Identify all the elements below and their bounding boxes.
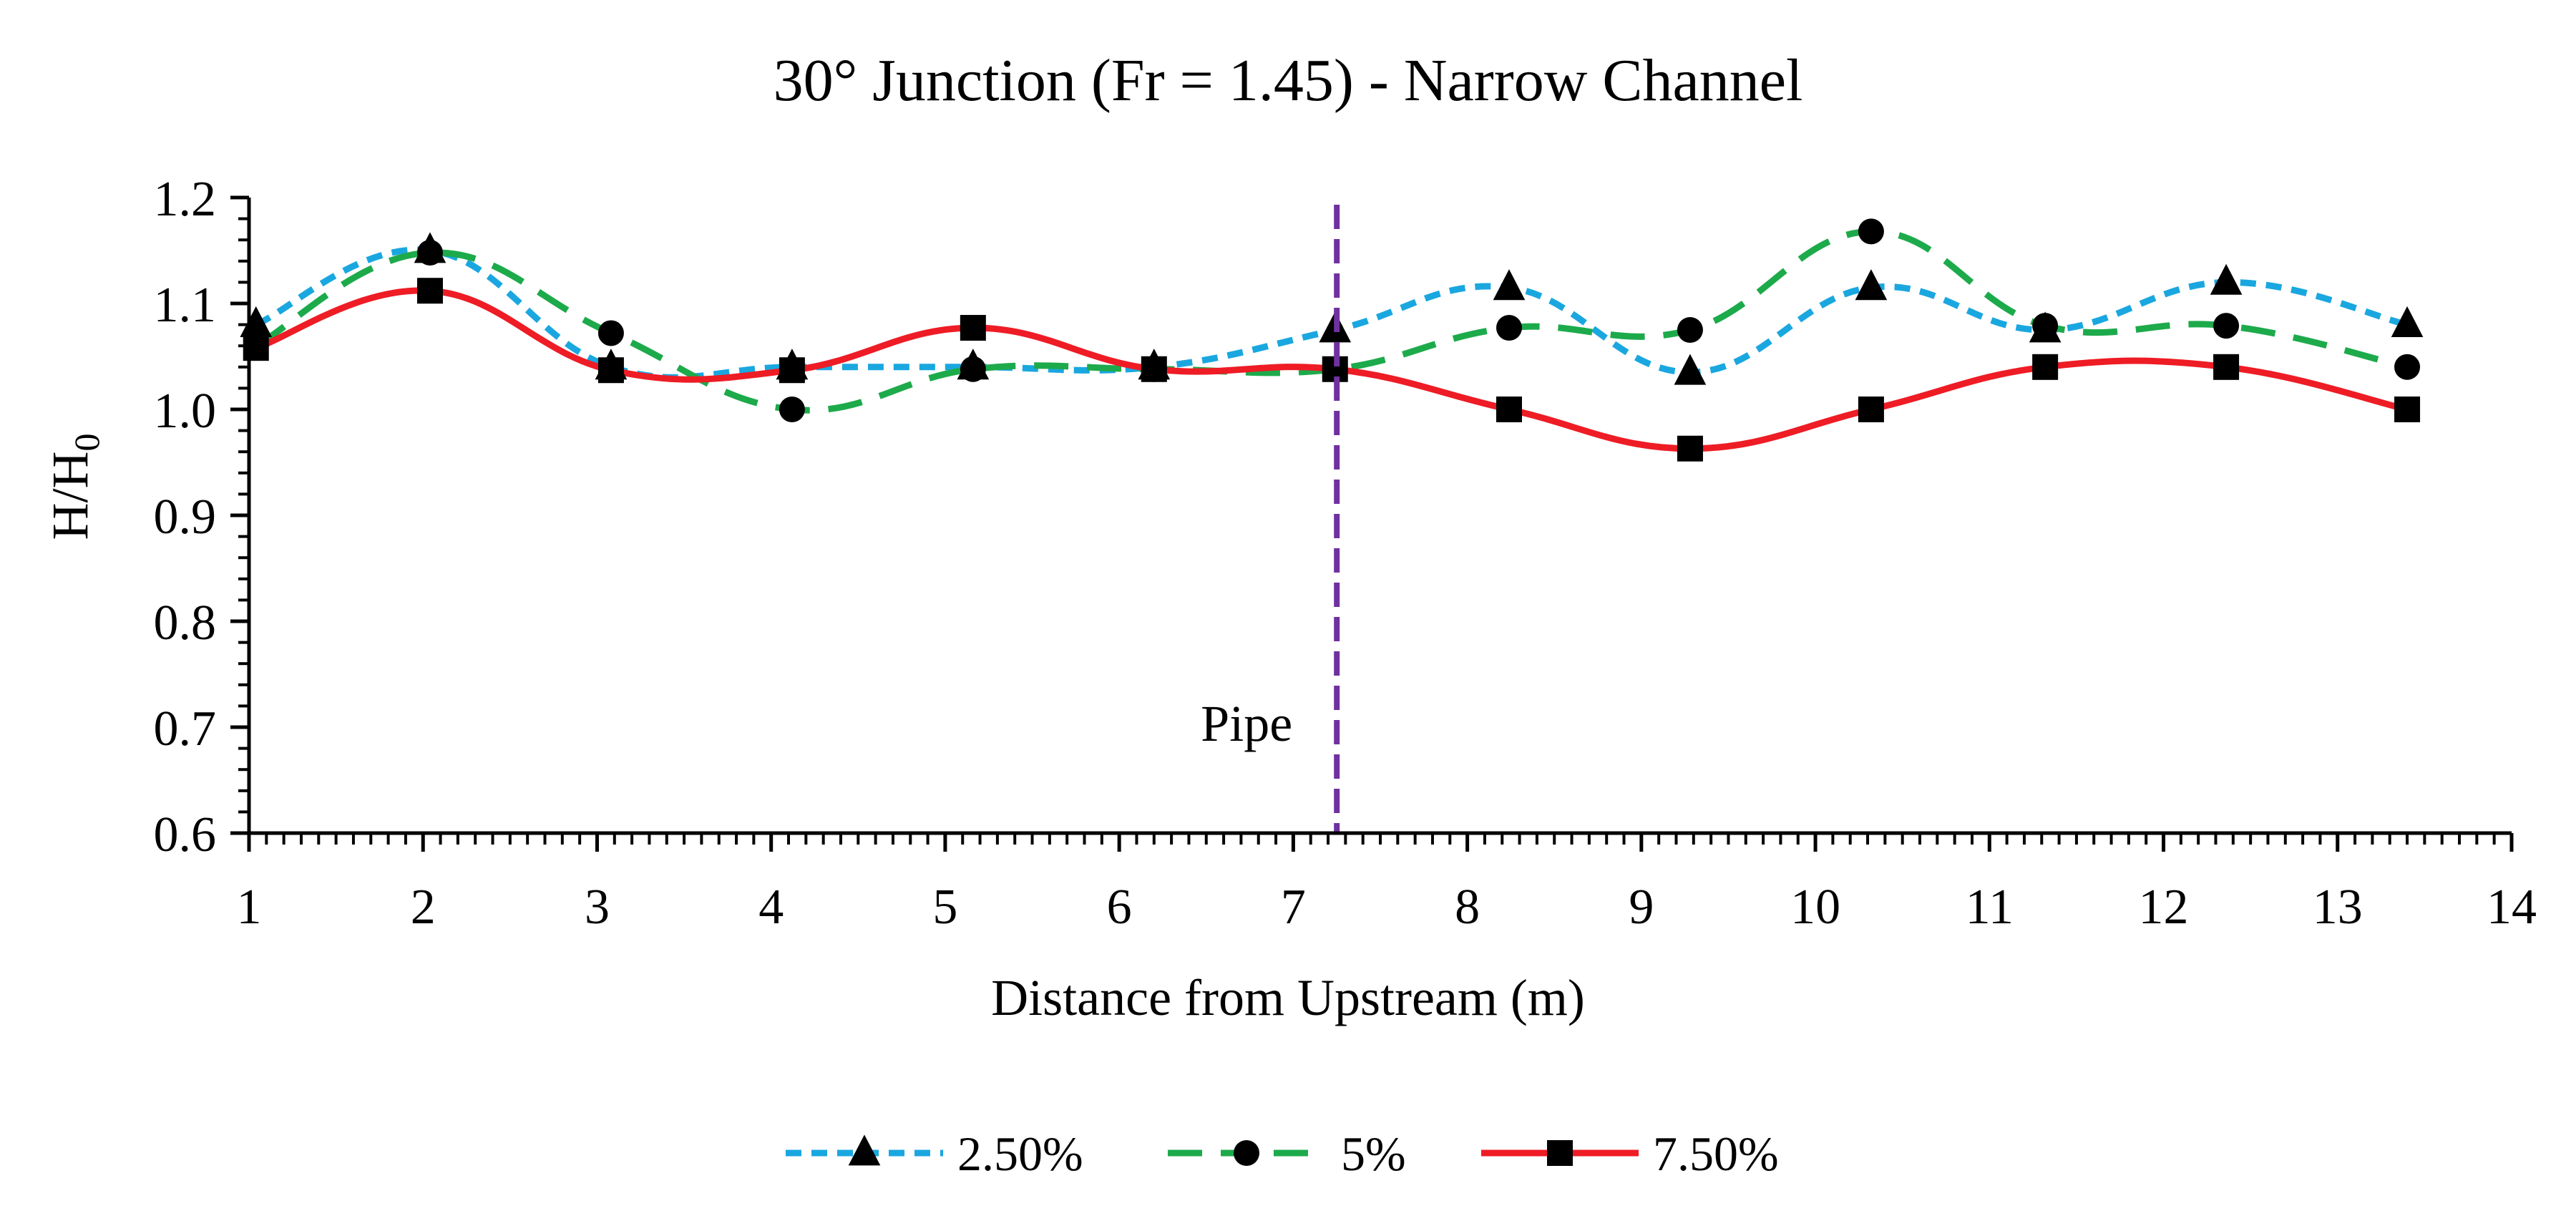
x-tick-label: 8 <box>1455 880 1480 935</box>
chart-title: 30° Junction (Fr = 1.45) - Narrow Channe… <box>774 47 1803 114</box>
series-2-point-1 <box>416 278 443 304</box>
series-2-point-10 <box>2032 354 2059 380</box>
series-1-point-2 <box>597 320 624 346</box>
series-1-point-8 <box>1677 317 1703 343</box>
y-tick-label: 0.6 <box>154 807 217 862</box>
y-tick-label: 1.0 <box>154 384 217 439</box>
x-tick-label: 10 <box>1790 880 1840 935</box>
series-0-point-12 <box>2391 306 2424 337</box>
pipe-label: Pipe <box>1201 695 1292 752</box>
x-tick-label: 5 <box>932 880 957 935</box>
series-2-point-12 <box>2394 397 2421 422</box>
series-2-point-7 <box>1496 397 1522 422</box>
series-2-point-2 <box>597 357 624 384</box>
series-1-point-1 <box>416 239 443 266</box>
series-2-point-0 <box>243 335 269 361</box>
legend-marker-0 <box>848 1134 881 1166</box>
series-1-point-11 <box>2213 313 2240 339</box>
axes <box>230 195 2514 852</box>
x-tick-label: 3 <box>585 880 610 935</box>
plot-series-group <box>240 218 2424 462</box>
y-tick-label: 1.2 <box>154 172 217 227</box>
series-0-point-11 <box>2210 263 2243 295</box>
series-2-point-3 <box>779 357 805 384</box>
x-tick-label: 4 <box>758 880 784 935</box>
y-tick-label: 0.8 <box>154 595 217 651</box>
series-2-point-8 <box>1677 435 1703 462</box>
series-0-point-9 <box>1855 269 1888 301</box>
legend-label-1: 5% <box>1341 1127 1406 1181</box>
x-tick-label: 11 <box>1966 880 2014 935</box>
x-tick-label: 1 <box>237 880 262 935</box>
series-2-point-5 <box>1141 356 1167 382</box>
y-tick-label: 1.1 <box>154 278 217 333</box>
y-axis-title: H/H0 <box>42 434 107 540</box>
x-tick-label: 6 <box>1107 880 1132 935</box>
series-1-point-7 <box>1496 315 1522 341</box>
legend: 2.50% 5% 7.50% <box>786 1127 1779 1181</box>
x-tick-label: 7 <box>1281 880 1306 935</box>
y-tick-label: 0.9 <box>154 490 217 545</box>
y-tick-label: 0.7 <box>154 701 217 757</box>
x-tick-label: 2 <box>411 880 436 935</box>
x-axis-title: Distance from Upstream (m) <box>991 969 1585 1026</box>
x-tick-label: 12 <box>2139 880 2189 935</box>
series-0-point-7 <box>1493 269 1526 301</box>
series-2-point-4 <box>960 315 986 341</box>
pipe-marker-group: Pipe <box>1201 205 1340 833</box>
legend-marker-2 <box>1547 1140 1573 1166</box>
series-1-point-10 <box>2032 313 2059 339</box>
series-1-point-9 <box>1858 218 1884 245</box>
y-axis-title-subscript: 0 <box>67 434 107 452</box>
legend-label-2: 7.50% <box>1653 1127 1779 1181</box>
series-2-point-11 <box>2213 354 2240 380</box>
x-tick-label: 14 <box>2487 880 2537 935</box>
x-tick-label: 13 <box>2313 880 2363 935</box>
series-1-point-4 <box>960 356 986 382</box>
series-0-point-8 <box>1674 354 1707 385</box>
legend-label-0: 2.50% <box>957 1127 1083 1181</box>
tick-labels: 0.60.70.80.91.01.11.21 2 3 4 5 6 7 8 9 10 11 12 13 14 <box>154 172 2537 935</box>
y-axis-title-main: H/H <box>42 452 99 540</box>
series-1-point-3 <box>779 397 805 422</box>
x-tick-label: 9 <box>1629 880 1654 935</box>
legend-marker-1 <box>1234 1140 1259 1166</box>
series-2-point-9 <box>1858 397 1884 422</box>
series-1-point-12 <box>2394 354 2421 380</box>
